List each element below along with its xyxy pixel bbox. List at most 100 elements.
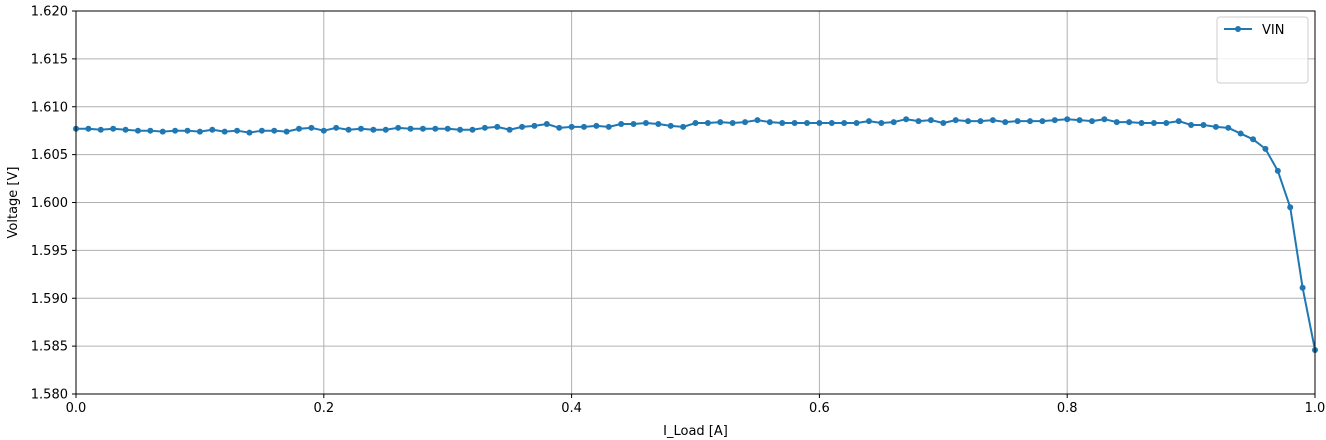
data-point <box>407 125 414 132</box>
data-point <box>927 117 934 124</box>
data-point <box>85 125 92 132</box>
data-point <box>271 127 278 134</box>
data-point <box>1175 118 1182 125</box>
data-point <box>419 125 426 132</box>
data-point <box>655 120 662 127</box>
y-tick-label: 1.580 <box>31 388 68 403</box>
data-point <box>729 120 736 127</box>
data-point <box>853 120 860 127</box>
data-point <box>333 124 340 131</box>
data-point <box>1188 121 1195 128</box>
data-point <box>618 120 625 127</box>
data-point <box>159 128 166 135</box>
data-point <box>804 120 811 127</box>
x-axis: 0.0 0.2 0.4 0.6 0.8 1.0 <box>66 394 1326 416</box>
data-point <box>965 118 972 125</box>
data-point <box>878 120 885 127</box>
data-point <box>370 126 377 133</box>
data-point <box>630 120 637 127</box>
data-point <box>345 126 352 133</box>
y-tick-label: 1.590 <box>31 292 68 307</box>
x-tick-label: 0.8 <box>1057 401 1078 416</box>
data-point <box>382 126 389 133</box>
data-point <box>97 126 104 133</box>
series-layer <box>73 116 1318 353</box>
y-tick-label: 1.615 <box>31 52 68 67</box>
series-vin <box>73 116 1318 353</box>
data-point <box>1002 119 1009 126</box>
data-point <box>841 120 848 127</box>
data-point <box>469 126 476 133</box>
data-point <box>395 124 402 131</box>
data-point <box>147 127 154 134</box>
data-point <box>1274 167 1281 174</box>
y-tick-label: 1.595 <box>31 244 68 259</box>
data-point <box>1299 284 1306 291</box>
data-point <box>320 127 327 134</box>
data-point <box>1126 119 1133 126</box>
data-point <box>494 123 501 130</box>
y-axis: 1.580 1.585 1.590 1.595 1.600 1.605 1.610 1.615… <box>31 5 76 403</box>
x-axis-title: I_Load [A] <box>663 424 728 439</box>
y-tick-label: 1.610 <box>31 100 68 115</box>
x-tick-label: 1.0 <box>1305 401 1326 416</box>
data-point <box>989 117 996 124</box>
y-tick-label: 1.585 <box>31 340 68 355</box>
data-point <box>865 118 872 125</box>
data-point <box>680 123 687 130</box>
data-point <box>890 119 897 126</box>
data-point <box>692 120 699 127</box>
data-point <box>816 120 823 127</box>
data-point <box>1200 121 1207 128</box>
data-point <box>742 119 749 126</box>
data-point <box>903 116 910 123</box>
data-point <box>1150 120 1157 127</box>
data-point <box>779 120 786 127</box>
data-point <box>444 125 451 132</box>
data-point <box>283 128 290 135</box>
legend-marker <box>1235 26 1241 32</box>
data-point <box>915 118 922 125</box>
data-point <box>1113 119 1120 126</box>
data-point <box>1039 118 1046 125</box>
data-point <box>357 125 364 132</box>
x-tick-label: 0.2 <box>313 401 334 416</box>
data-point <box>481 124 488 131</box>
data-point <box>221 128 228 135</box>
data-point <box>209 126 216 133</box>
y-tick-label: 1.600 <box>31 196 68 211</box>
data-point <box>1064 116 1071 123</box>
data-point <box>1014 118 1021 125</box>
data-point <box>1262 145 1269 152</box>
data-point <box>1163 120 1170 127</box>
data-point <box>296 125 303 132</box>
y-tick-label: 1.605 <box>31 148 68 163</box>
x-tick-label: 0.0 <box>66 401 87 416</box>
legend-label: VIN <box>1262 23 1284 38</box>
data-point <box>1250 136 1257 143</box>
data-point <box>1237 130 1244 137</box>
data-point <box>1101 116 1108 123</box>
data-point <box>642 120 649 127</box>
data-point <box>1287 204 1294 211</box>
data-point <box>704 120 711 127</box>
data-point <box>952 117 959 124</box>
data-point <box>519 123 526 130</box>
legend-box <box>1216 16 1309 84</box>
data-point <box>593 122 600 129</box>
data-point <box>246 129 253 136</box>
x-tick-label: 0.6 <box>809 401 830 416</box>
data-point <box>110 125 117 132</box>
data-point <box>580 123 587 130</box>
y-axis-title: Voltage [V] <box>6 167 21 239</box>
y-tick-label: 1.620 <box>31 5 68 20</box>
data-point <box>184 127 191 134</box>
x-tick-label: 0.4 <box>561 401 582 416</box>
data-point <box>1088 118 1095 125</box>
data-point <box>308 124 315 131</box>
data-point <box>977 118 984 125</box>
data-point <box>1076 117 1083 124</box>
legend: VIN <box>1216 16 1309 84</box>
data-point <box>667 122 674 129</box>
